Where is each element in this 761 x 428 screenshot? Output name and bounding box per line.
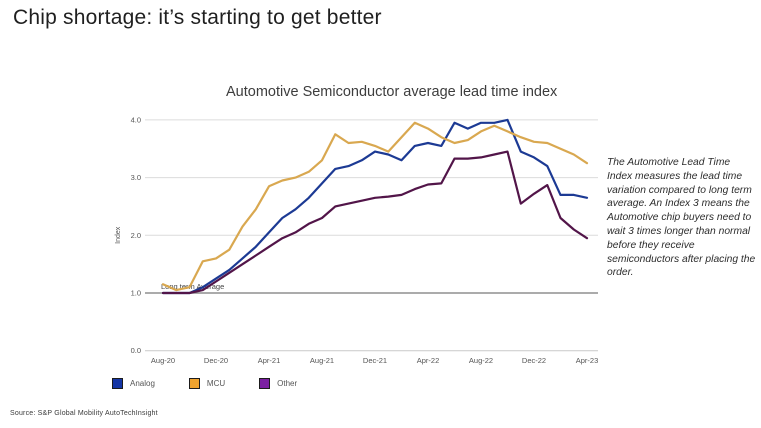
x-tick-label: Apr-22 xyxy=(417,356,440,365)
legend-label: MCU xyxy=(206,379,226,388)
y-tick-label: 0.0 xyxy=(131,346,141,355)
x-tick-label: Apr-21 xyxy=(258,356,281,365)
x-tick-label: Aug-20 xyxy=(151,356,175,365)
legend-item-mcu: MCU xyxy=(188,378,226,389)
series-analog-line xyxy=(161,118,589,295)
x-tick-label: Aug-21 xyxy=(310,356,334,365)
x-tick-label: Dec-21 xyxy=(363,356,387,365)
legend-swatch-mcu xyxy=(188,378,200,389)
legend-swatch-analog xyxy=(112,378,123,389)
y-tick-label: 4.0 xyxy=(131,115,141,124)
series-mcu-line xyxy=(161,121,589,292)
y-axis-label: Index xyxy=(115,226,122,244)
legend-swatch-other xyxy=(259,378,271,389)
series-other-line xyxy=(161,150,589,295)
y-tick-label: 1.0 xyxy=(131,289,141,298)
chart-legend: Analog MCU Other xyxy=(112,378,297,389)
x-tick-label: Dec-22 xyxy=(522,356,546,365)
source-note: Source: S&P Global Mobility AutoTechInsi… xyxy=(10,410,158,417)
legend-label: Other xyxy=(277,379,298,388)
y-tick-label: 2.0 xyxy=(131,231,141,240)
lead-time-chart: 4.0 3.0 2.0 1.0 0.0 Index Long term Average Aug… xyxy=(115,115,599,365)
chart-title: Automotive Semiconductor average lead ti… xyxy=(226,84,558,100)
chart-annotation: The Automotive Lead Time Index measures … xyxy=(607,157,756,279)
x-tick-label: Dec-20 xyxy=(204,356,228,365)
x-tick-label: Apr-23 xyxy=(576,356,599,365)
legend-label: Analog xyxy=(130,379,155,388)
y-tick-label: 3.0 xyxy=(131,173,141,182)
legend-item-other: Other xyxy=(259,378,297,389)
x-tick-label: Aug-22 xyxy=(469,356,493,365)
long-term-average-label: Long term Average xyxy=(161,282,224,291)
page-title: Chip shortage: it’s starting to get bett… xyxy=(13,6,382,29)
legend-item-analog: Analog xyxy=(112,378,155,389)
